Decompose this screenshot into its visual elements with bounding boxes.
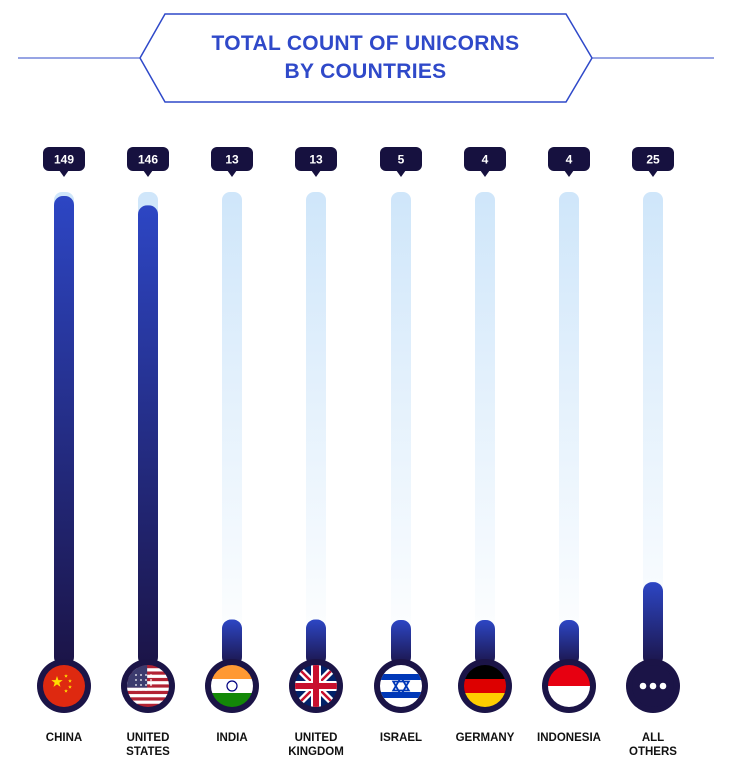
bar-united-states bbox=[138, 205, 158, 666]
category-label-line: INDONESIA bbox=[537, 732, 601, 744]
uk-flag-icon bbox=[289, 659, 343, 713]
bar-indonesia bbox=[559, 620, 579, 666]
category-label-line: UNITED bbox=[126, 732, 170, 744]
category-label-indonesia: INDONESIA bbox=[514, 731, 624, 745]
category-label-china: CHINA bbox=[9, 731, 119, 745]
bar-track-indonesia bbox=[559, 192, 579, 660]
bar-israel bbox=[391, 620, 411, 666]
chart-title-line-1: TOTAL COUNT OF UNICORNS bbox=[211, 32, 520, 55]
value-badge-united-states: 146 bbox=[127, 147, 169, 177]
category-label-india: INDIA bbox=[177, 731, 287, 745]
category-label-germany: GERMANY bbox=[430, 731, 540, 745]
indonesia-flag-icon bbox=[542, 659, 596, 713]
category-label-line: CHINA bbox=[45, 732, 83, 744]
value-label-germany: 4 bbox=[482, 153, 489, 167]
value-badge-israel: 5 bbox=[380, 147, 422, 177]
us-flag-icon bbox=[121, 659, 175, 713]
bar-germany bbox=[475, 620, 495, 666]
israel-flag-icon bbox=[374, 659, 428, 713]
value-label-all-others: 25 bbox=[646, 153, 660, 167]
value-badge-indonesia: 4 bbox=[548, 147, 590, 177]
category-label-line: GERMANY bbox=[455, 732, 515, 744]
category-label-israel: ISRAEL bbox=[346, 731, 456, 745]
bar-india bbox=[222, 619, 242, 666]
category-label-all-others: ALL OTHERS bbox=[598, 731, 708, 759]
bar-china bbox=[54, 196, 74, 666]
germany-flag-icon bbox=[458, 659, 512, 713]
category-label-line: ALL bbox=[641, 732, 665, 744]
category-label-line: UNITED bbox=[294, 732, 338, 744]
bar-all-others bbox=[643, 582, 663, 666]
india-flag-icon bbox=[205, 659, 259, 713]
category-label-united-states: UNITED STATES bbox=[93, 731, 203, 759]
value-badge-germany: 4 bbox=[464, 147, 506, 177]
title-banner-frame bbox=[18, 13, 714, 103]
value-badge-united-kingdom: 13 bbox=[295, 147, 337, 177]
category-label-line: INDIA bbox=[216, 732, 248, 744]
bar-track-united-kingdom bbox=[306, 192, 326, 660]
value-label-israel: 5 bbox=[398, 153, 405, 167]
value-label-united-states: 146 bbox=[138, 153, 158, 167]
value-badge-all-others: 25 bbox=[632, 147, 674, 177]
value-badge-india: 13 bbox=[211, 147, 253, 177]
bar-track-india bbox=[222, 192, 242, 660]
bar-track-israel bbox=[391, 192, 411, 660]
bar-track-germany bbox=[475, 192, 495, 660]
china-flag-icon bbox=[37, 659, 91, 713]
value-label-indonesia: 4 bbox=[566, 153, 573, 167]
bar-track-all-others bbox=[643, 192, 663, 660]
bar-united-kingdom bbox=[306, 619, 326, 666]
value-label-india: 13 bbox=[225, 153, 239, 167]
category-label-line: ISRAEL bbox=[379, 732, 423, 744]
category-label-united-kingdom: UNITED KINGDOM bbox=[261, 731, 371, 759]
category-label-line: STATES bbox=[126, 746, 170, 758]
value-label-china: 149 bbox=[54, 153, 74, 167]
title-banner: TOTAL COUNT OF UNICORNS BY COUNTRIES bbox=[0, 0, 731, 110]
chart-title-line-2: BY COUNTRIES bbox=[284, 60, 447, 83]
category-label-line: KINGDOM bbox=[288, 746, 344, 758]
ellipsis-icon bbox=[626, 659, 680, 713]
value-label-united-kingdom: 13 bbox=[309, 153, 323, 167]
value-badge-china: 149 bbox=[43, 147, 85, 177]
category-label-line: OTHERS bbox=[629, 746, 677, 758]
